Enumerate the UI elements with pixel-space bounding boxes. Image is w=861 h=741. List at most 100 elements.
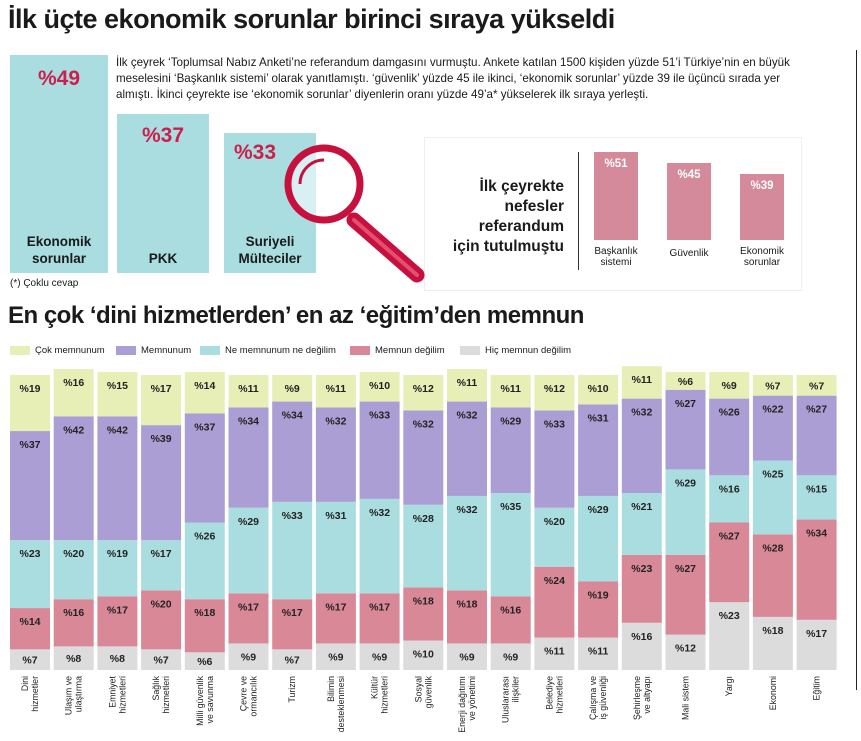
referendum-title: İlk çeyrekte nefesler referandum için tu…	[452, 178, 564, 255]
bar-value-label: %9	[459, 651, 474, 663]
bar-value-label: %31	[325, 510, 346, 522]
bar-value-label: %8	[110, 653, 125, 665]
legend-swatch	[116, 345, 136, 355]
bar-value-label: %34	[282, 410, 303, 422]
bar-value-label: %27	[675, 398, 696, 410]
bar-segment	[10, 608, 50, 650]
bar-segment	[578, 581, 619, 638]
bar-segment	[228, 593, 269, 644]
bar-value-label: %17	[806, 628, 827, 640]
referendum-bar-3: %39	[740, 174, 784, 240]
bar-value-label: %18	[413, 595, 434, 607]
bar-segment	[709, 398, 750, 476]
bar-value-label: %32	[456, 410, 477, 422]
bar-segment	[709, 602, 750, 670]
bar-segment	[752, 616, 793, 670]
category-label: Belediyehizmetleri	[544, 676, 564, 714]
bar-value-label: %33	[544, 418, 565, 430]
bar-value-label: %16	[719, 483, 740, 495]
category-label: Çalışma veiş güvenliği	[588, 676, 608, 720]
bar-segment	[621, 366, 662, 399]
bar-value-label: %23	[719, 610, 740, 622]
bar-segment	[578, 495, 619, 582]
bar-segment	[184, 413, 225, 523]
bar-segment	[97, 540, 138, 597]
bar-segment	[447, 401, 487, 496]
bar-value-label: %19	[107, 548, 128, 560]
bar-segment	[228, 375, 269, 408]
bar-value-label: %29	[675, 477, 696, 489]
bar-segment	[97, 416, 138, 541]
legend-swatch	[460, 345, 480, 355]
bar-segment	[315, 375, 356, 408]
bar-value-label: %6	[678, 376, 693, 388]
bar-value-label: %11	[457, 377, 478, 389]
bar-value-label: %29	[588, 504, 609, 516]
bar-segment	[10, 431, 50, 541]
bar-value-label: %17	[238, 601, 259, 613]
bar-value-label: %19	[19, 383, 40, 395]
bar-segment	[534, 375, 575, 411]
bar-value-label: %17	[325, 601, 346, 613]
bar-segment	[534, 637, 575, 670]
top-bar-1-pct: %49	[37, 67, 81, 90]
bar-value-label: %33	[369, 410, 390, 422]
right-rule	[856, 50, 857, 690]
bar-segment	[621, 398, 662, 493]
bar-segment	[53, 416, 94, 541]
bar-value-label: %11	[238, 383, 259, 395]
bar-value-label: %17	[151, 383, 172, 395]
legend-item-memnunum: Memnunum	[116, 344, 191, 356]
legend-item-hic-memnun: Hiç memnun değilim	[460, 344, 571, 356]
bar-segment	[10, 649, 50, 670]
referendum-bar-3-pct: %39	[750, 180, 774, 192]
bar-value-label: %20	[544, 516, 565, 528]
category-label: Ulaşım veulaştırma	[64, 676, 84, 715]
main-title: İlk üçte ekonomik sorunlar birinci sıray…	[8, 4, 615, 34]
bar-value-label: %10	[588, 383, 609, 395]
bar-segment	[53, 369, 94, 417]
bar-segment	[359, 372, 400, 402]
bar-segment	[141, 425, 182, 541]
bar-segment	[359, 593, 400, 644]
referendum-bar-1: %51	[594, 152, 638, 240]
legend-swatch	[200, 345, 220, 355]
bar-segment	[621, 622, 662, 670]
bar-value-label: %31	[588, 413, 609, 425]
bar-value-label: %37	[194, 421, 215, 433]
referendum-bar-1-pct: %51	[604, 158, 628, 170]
bar-value-label: %26	[719, 407, 740, 419]
referendum-bar-2-pct: %45	[677, 169, 701, 181]
bar-value-label: %10	[369, 380, 390, 392]
legend-swatch	[10, 345, 30, 355]
bar-value-label: %21	[631, 501, 652, 513]
bar-value-label: %19	[588, 590, 609, 602]
bar-segment	[228, 643, 269, 670]
bar-value-label: %7	[765, 380, 780, 392]
bar-segment	[621, 554, 662, 623]
bar-value-label: %32	[456, 504, 477, 516]
bar-value-label: %15	[806, 483, 827, 495]
bar-value-label: %28	[762, 542, 783, 554]
magnifier-icon	[284, 144, 425, 283]
bar-value-label: %16	[63, 377, 84, 389]
legend-item-ne-memnunum: Ne memnunum ne değilim	[200, 344, 336, 356]
bar-value-label: %11	[544, 646, 565, 658]
bar-value-label: %27	[806, 404, 827, 416]
category-label: Eğitim	[812, 676, 822, 700]
category-label: Çevre veormancılık	[239, 675, 259, 716]
bar-value-label: %17	[107, 604, 128, 616]
bar-segment	[534, 410, 575, 508]
bar-value-label: %7	[22, 655, 37, 667]
top-bar-2: %37 PKK	[117, 114, 209, 273]
bar-value-label: %42	[63, 424, 84, 436]
category-label: Uluslararasıilişkiler	[501, 676, 521, 723]
bar-segment	[272, 375, 313, 402]
referendum-bar-3-label: Ekonomik sorunlar	[740, 246, 784, 268]
top-bar-1: %49 Ekonomik sorunlar	[10, 55, 108, 273]
bar-segment	[665, 469, 706, 555]
bar-segment	[796, 519, 837, 620]
bar-segment	[272, 401, 313, 502]
bar-segment	[141, 540, 182, 591]
bar-segment	[796, 395, 837, 476]
